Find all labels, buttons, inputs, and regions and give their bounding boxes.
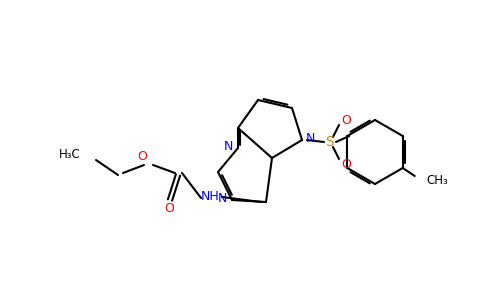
Text: NH: NH [201, 190, 219, 202]
Text: O: O [341, 158, 351, 170]
Text: N: N [218, 193, 227, 206]
Text: CH₃: CH₃ [427, 175, 449, 188]
Text: O: O [137, 151, 147, 164]
Text: N: N [224, 140, 233, 154]
Text: N: N [306, 131, 316, 145]
Text: H₃C: H₃C [59, 148, 81, 160]
Text: O: O [164, 202, 174, 214]
Text: S: S [326, 135, 334, 149]
Text: O: O [341, 113, 351, 127]
